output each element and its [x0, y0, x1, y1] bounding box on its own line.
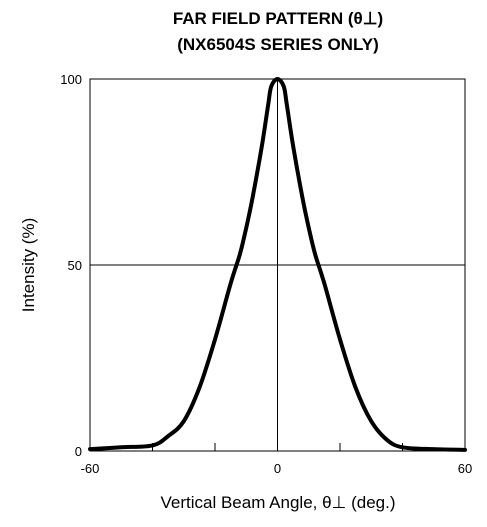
- x-tick-label: 60: [458, 461, 472, 476]
- y-tick-label: 50: [68, 258, 82, 273]
- chart-title-line-2: (NX6504S SERIES ONLY): [177, 35, 379, 54]
- y-tick-label: 100: [60, 72, 82, 87]
- intensity-curve: [88, 77, 467, 452]
- y-axis-label: Intensity (%): [19, 218, 38, 312]
- grid-lines: [90, 79, 465, 451]
- x-tick-label: 0: [274, 461, 281, 476]
- chart-title-line-1: FAR FIELD PATTERN (θ⊥): [173, 9, 383, 28]
- x-tick-label: -60: [81, 461, 100, 476]
- x-axis-label: Vertical Beam Angle, θ⊥ (deg.): [161, 493, 396, 512]
- x-tick-labels: -60 0 60: [81, 461, 473, 476]
- y-tick-labels: 0 50 100: [60, 72, 82, 459]
- y-tick-label: 0: [75, 444, 82, 459]
